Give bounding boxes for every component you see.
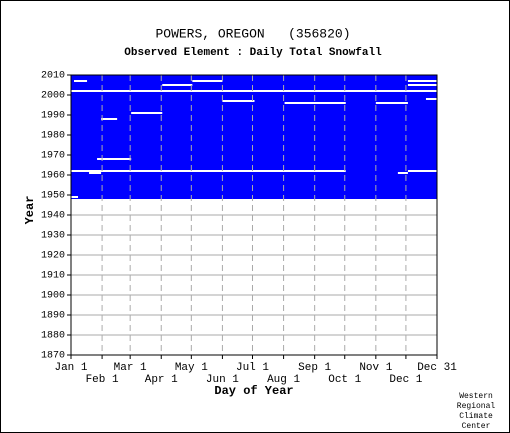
y-tick-label: 1890: [41, 311, 65, 322]
missing-data: [71, 90, 437, 92]
missing-data: [97, 158, 132, 160]
y-tick-label: 1990: [41, 111, 65, 122]
y-tick-label: 1970: [41, 151, 65, 162]
missing-data: [407, 170, 437, 172]
x-tick-label: Feb 1: [86, 374, 119, 386]
y-tick-label: 1940: [41, 211, 65, 222]
y-tick-label: 1870: [41, 351, 65, 362]
x-tick-label: Mar 1: [114, 362, 147, 374]
x-tick-label: Aug 1: [267, 374, 300, 386]
x-tick-label: Dec 31: [417, 362, 457, 374]
missing-data: [101, 118, 118, 120]
missing-data: [71, 170, 346, 172]
data-coverage: [71, 75, 437, 199]
x-tick-label: Oct 1: [328, 374, 361, 386]
missing-data: [89, 172, 102, 174]
missing-data: [74, 80, 88, 82]
missing-data: [284, 102, 346, 104]
missing-data: [192, 80, 223, 82]
missing-data: [425, 98, 437, 100]
y-tick-label: 1960: [41, 171, 65, 182]
missing-data: [162, 84, 193, 86]
x-tick-label: May 1: [175, 362, 208, 374]
missing-data: [131, 112, 163, 114]
missing-data: [222, 100, 255, 102]
y-tick-label: 1950: [41, 191, 65, 202]
credit: Center: [462, 422, 491, 431]
missing-data: [375, 102, 408, 104]
credit: Climate: [459, 412, 493, 421]
x-axis-label: Day of Year: [214, 384, 293, 398]
y-axis-label: Year: [23, 196, 37, 225]
y-tick-label: 1880: [41, 331, 65, 342]
chart-subtitle: Observed Element : Daily Total Snowfall: [124, 47, 382, 59]
x-tick-label: Jun 1: [206, 374, 239, 386]
missing-data: [407, 84, 437, 86]
x-tick-label: Jan 1: [54, 362, 87, 374]
y-tick-label: 1980: [41, 131, 65, 142]
x-tick-label: Jul 1: [236, 362, 269, 374]
y-tick-label: 1920: [41, 251, 65, 262]
missing-data: [407, 80, 437, 82]
x-tick-label: Nov 1: [359, 362, 392, 374]
y-tick-label: 1900: [41, 291, 65, 302]
plot-border: [70, 74, 438, 356]
missing-data: [71, 196, 79, 198]
x-tick-label: Sep 1: [298, 362, 331, 374]
y-tick-label: 2000: [41, 91, 65, 102]
credit: Western: [459, 392, 493, 401]
y-tick-label: 1930: [41, 231, 65, 242]
credit: Regional: [457, 402, 496, 411]
x-tick-label: Apr 1: [145, 374, 178, 386]
y-tick-label: 2010: [41, 71, 65, 82]
y-tick-label: 1910: [41, 271, 65, 282]
missing-data: [397, 172, 408, 174]
chart-title: POWERS, OREGON (356820): [155, 26, 350, 41]
x-tick-label: Dec 1: [389, 374, 422, 386]
